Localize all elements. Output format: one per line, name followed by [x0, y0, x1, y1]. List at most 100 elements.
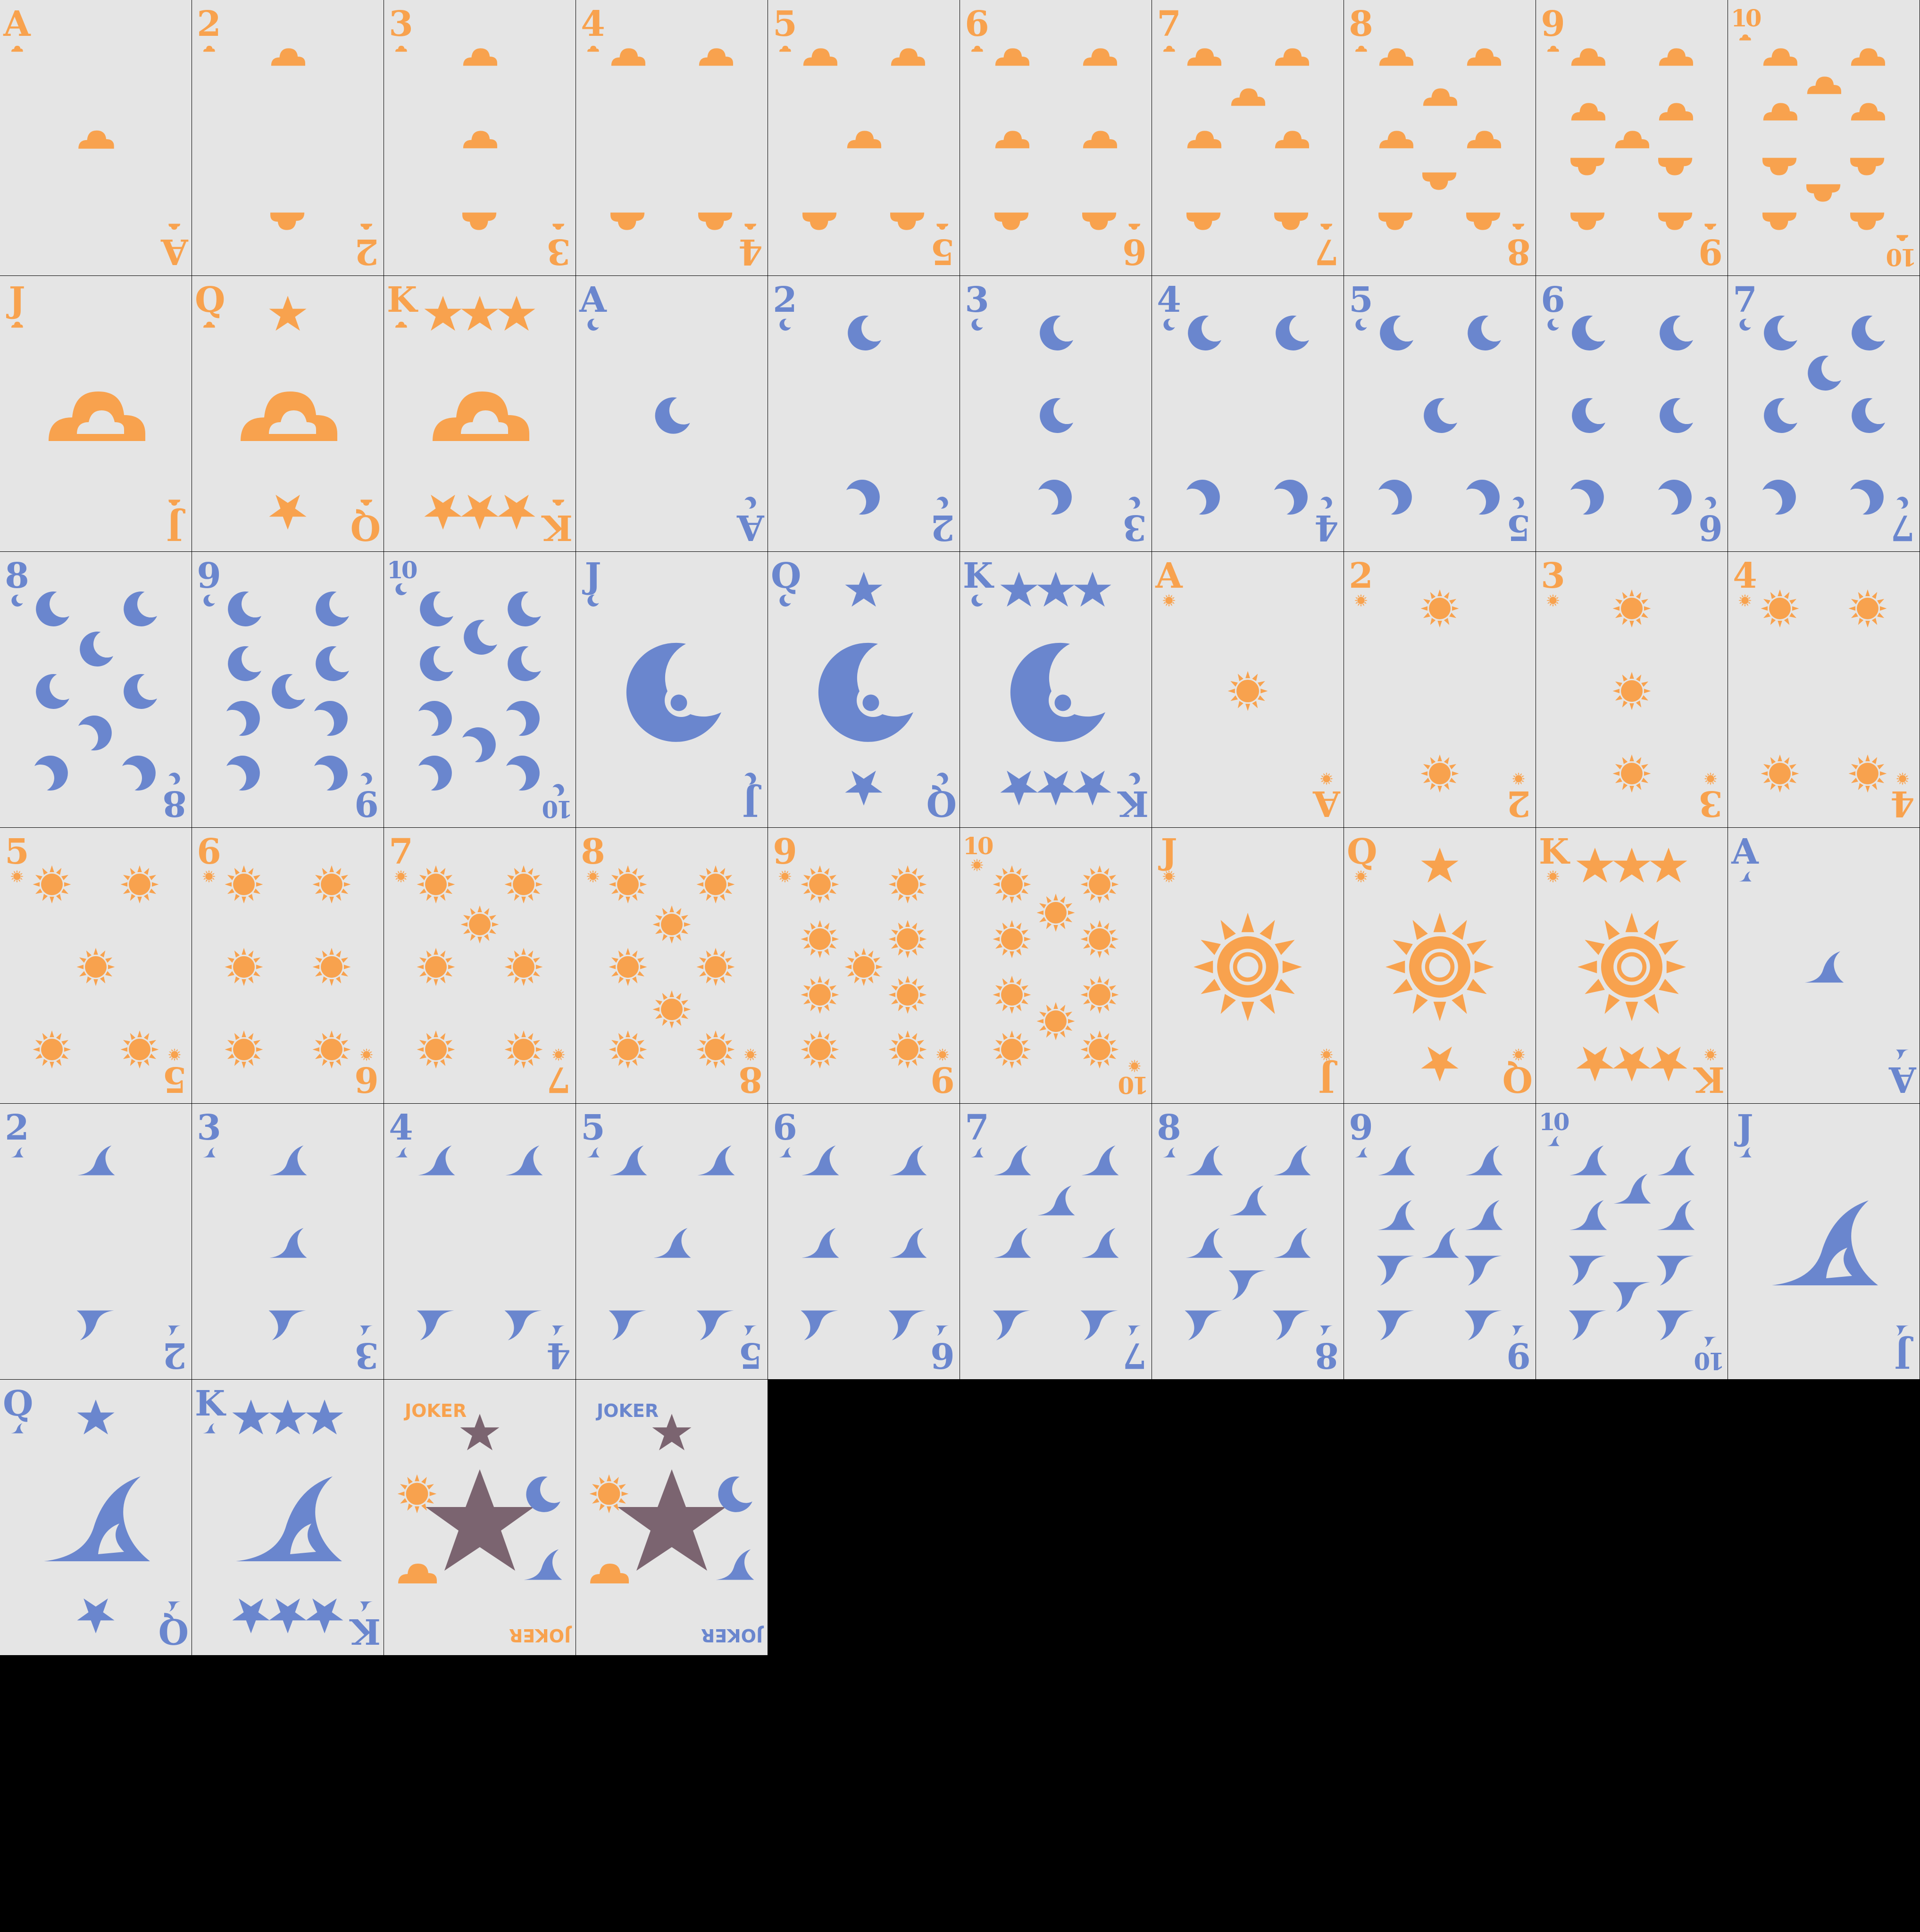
- star-icon: [232, 1599, 269, 1633]
- rank-label: 10: [1120, 1073, 1149, 1097]
- star-icon: [269, 296, 306, 331]
- rank-label: Q: [352, 510, 381, 545]
- cloud-icon: [611, 48, 645, 66]
- cloud-icon: [1422, 173, 1456, 190]
- sun-icon: [417, 866, 455, 904]
- card-cloud-10[interactable]: 10 10: [1728, 0, 1920, 275]
- sun-icon: [1703, 772, 1718, 786]
- star-icon: [269, 1399, 306, 1434]
- sun-icon: [1849, 590, 1887, 628]
- sun-icon: [1613, 755, 1651, 793]
- corner-index-bottom: 10: [1888, 230, 1917, 269]
- card-joker-2[interactable]: JOKER JOKER: [576, 1380, 768, 1655]
- rank-label: A: [1312, 786, 1341, 821]
- moon-icon: [1038, 480, 1072, 515]
- rank-label: 2: [160, 1338, 189, 1373]
- rank-label: 7: [544, 1062, 573, 1097]
- corner-index-bottom: 9: [928, 1046, 957, 1097]
- sun-icon: [1421, 590, 1459, 628]
- moon-emblem-icon: [626, 643, 721, 742]
- moon-icon: [418, 756, 452, 791]
- cloud-icon: [1467, 48, 1501, 66]
- sun-emblem-icon: [1386, 913, 1494, 1021]
- sun-emblem-icon: [1578, 913, 1686, 1021]
- rank-label: A: [1731, 834, 1759, 869]
- card-moon-10[interactable]: 10 10: [384, 552, 576, 827]
- moon-icon: [1319, 496, 1334, 510]
- moon-icon: [420, 591, 453, 626]
- cloud-icon: [1571, 103, 1605, 120]
- corner-index-bottom: K: [1696, 1046, 1725, 1097]
- cloud-icon: [1850, 158, 1884, 175]
- rank-label: 6: [928, 1338, 957, 1373]
- corner-index-top: 9: [1347, 1110, 1375, 1161]
- cloud-icon: [463, 48, 497, 66]
- star-icon: [77, 1399, 114, 1434]
- sun-icon: [1613, 672, 1651, 710]
- rank-label: 6: [195, 834, 223, 869]
- wave-icon: [1229, 1185, 1267, 1215]
- cloud-icon: [1187, 48, 1221, 66]
- rank-label: 10: [1696, 1349, 1725, 1373]
- card-wave-10[interactable]: 10 10: [1536, 1104, 1728, 1379]
- rank-label: 4: [387, 1110, 415, 1145]
- card-sun-10[interactable]: 10 10: [960, 828, 1152, 1103]
- wave-icon: [1081, 1310, 1118, 1340]
- cloud-icon: [890, 213, 924, 230]
- rank-label: 2: [1347, 558, 1375, 593]
- cloud-icon: [1806, 184, 1840, 202]
- rank-label: K: [1120, 786, 1149, 821]
- cloud-icon: [1231, 88, 1265, 106]
- card-joker-1[interactable]: JOKER JOKER: [384, 1380, 576, 1655]
- sun-icon: [1037, 894, 1075, 932]
